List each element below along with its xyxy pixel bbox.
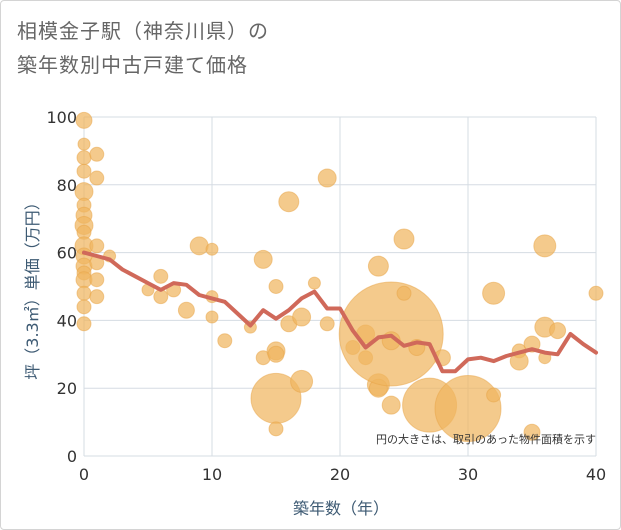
bubble-39[interactable] [267, 345, 285, 363]
bubble-37[interactable] [268, 279, 284, 294]
chart-title: 相模金子駅（神奈川県）の 築年数別中古戸建て価格 [17, 14, 269, 82]
x-tick-label-30: 30 [458, 465, 478, 484]
x-tick-label-40: 40 [586, 465, 606, 484]
bubble-28[interactable] [177, 301, 195, 319]
bubble-29[interactable] [189, 236, 209, 256]
bubble-19[interactable] [89, 238, 105, 254]
chart-title-line-2: 築年数別中古戸建て価格 [17, 53, 248, 77]
bubble-18[interactable] [89, 170, 105, 186]
bubble-14[interactable] [76, 285, 92, 301]
bubble-52[interactable] [367, 255, 389, 277]
bubble-2[interactable] [76, 150, 92, 166]
bubble-32[interactable] [205, 310, 219, 324]
bubble-69[interactable] [523, 423, 541, 441]
bubble-45[interactable] [292, 307, 312, 327]
bubble-15[interactable] [76, 299, 92, 315]
bubble-44[interactable] [290, 369, 314, 393]
y-tick-label-60: 60 [57, 244, 77, 263]
bubble-0[interactable] [75, 111, 93, 129]
bubble-65[interactable] [486, 387, 502, 403]
tick-labels: 0 10 20 30 40 0 20 40 60 80 100 [46, 108, 606, 484]
y-tick-label-20: 20 [57, 379, 77, 398]
y-axis-label: 坪（3.3㎡）単価（万円） [23, 194, 42, 379]
bubble-3[interactable] [76, 163, 92, 179]
x-axis-label: 築年数（年） [293, 499, 389, 518]
bubble-42[interactable] [278, 191, 300, 213]
bubble-size-note: 円の大きさは、取引のあった物件面積を示す [376, 432, 596, 446]
bubble-1[interactable] [77, 137, 91, 151]
y-tick-label-100: 100 [46, 108, 77, 127]
bubble-48[interactable] [319, 316, 335, 332]
bubble-59[interactable] [396, 285, 412, 301]
bubble-21[interactable] [89, 272, 105, 288]
y-tick-label-40: 40 [57, 311, 77, 330]
bubble-63[interactable] [434, 375, 502, 443]
y-tick-label-80: 80 [57, 176, 77, 195]
average-price-line[interactable] [82, 250, 598, 374]
bubble-41[interactable] [268, 421, 284, 437]
bubble-70[interactable] [533, 234, 557, 258]
bubble-47[interactable] [317, 168, 337, 188]
average-line-layer [82, 250, 598, 374]
bubble-58[interactable] [393, 228, 415, 250]
bubble-33[interactable] [217, 333, 233, 349]
bubble-layer [74, 111, 604, 443]
bubble-68[interactable] [523, 335, 541, 353]
bubble-73[interactable] [549, 322, 567, 340]
chart-title-line-1: 相模金子駅（神奈川県）の [17, 19, 269, 43]
x-tick-label-10: 10 [202, 465, 222, 484]
bubble-22[interactable] [89, 289, 105, 305]
bubble-30[interactable] [205, 242, 219, 256]
y-tick-label-0: 0 [67, 447, 77, 466]
bubble-16[interactable] [76, 316, 92, 332]
bubble-17[interactable] [89, 146, 105, 162]
bubble-35[interactable] [253, 249, 273, 269]
grid-lines [83, 116, 597, 457]
x-tick-label-0: 0 [79, 465, 89, 484]
bubble-74[interactable] [588, 285, 604, 301]
bubble-57[interactable] [381, 395, 401, 415]
bubble-64[interactable] [482, 281, 506, 305]
bubble-46[interactable] [307, 276, 321, 290]
x-tick-label-20: 20 [330, 465, 350, 484]
bubble-25[interactable] [153, 268, 169, 284]
